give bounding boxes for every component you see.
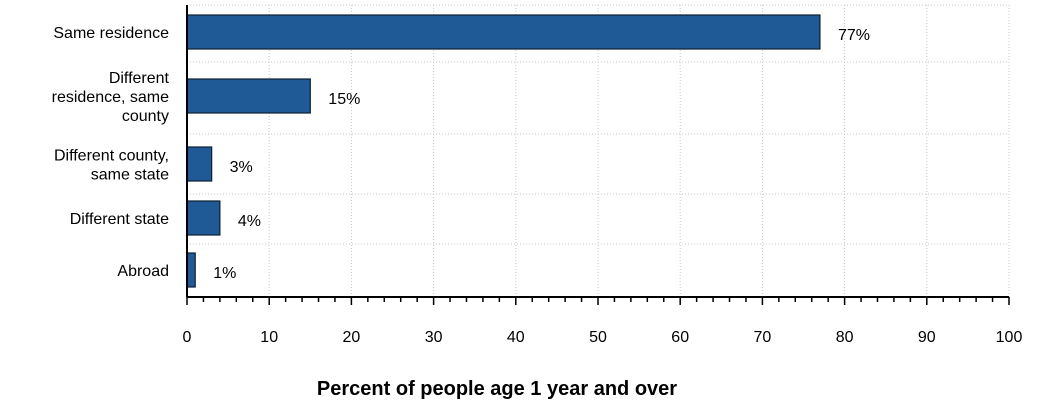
data-label: 15% <box>328 91 360 108</box>
x-tick-label: 40 <box>507 329 525 346</box>
bar <box>187 201 220 235</box>
x-tick-label: 60 <box>671 329 689 346</box>
data-label: 1% <box>213 265 236 282</box>
data-label: 77% <box>838 27 870 44</box>
category-label: Same residence <box>53 25 169 42</box>
x-tick-label: 70 <box>754 329 772 346</box>
bar <box>187 147 212 181</box>
data-label: 4% <box>238 213 261 230</box>
x-tick-label: 10 <box>260 329 278 346</box>
x-tick-label: 0 <box>183 329 192 346</box>
x-axis-title: Percent of people age 1 year and over <box>317 378 677 400</box>
x-axis: 0 10 20 30 40 50 60 70 80 90 100 <box>183 5 1023 346</box>
x-tick-label: 100 <box>996 329 1023 346</box>
x-tick-label: 80 <box>836 329 854 346</box>
category-label: Abroad <box>117 263 169 280</box>
x-tick-label: 90 <box>918 329 936 346</box>
category-labels: Same residence Different residence, same co… <box>52 25 170 280</box>
bars <box>187 15 820 287</box>
bar <box>187 15 820 49</box>
category-label: Different state <box>70 211 169 228</box>
category-label: Different residence, same county <box>52 70 170 125</box>
x-tick-label: 30 <box>425 329 443 346</box>
x-tick-label: 50 <box>589 329 607 346</box>
x-tick-label: 20 <box>343 329 361 346</box>
bar <box>187 79 310 113</box>
category-label: Different county, same state <box>54 148 169 184</box>
bar <box>187 253 195 287</box>
data-label: 3% <box>230 159 253 176</box>
